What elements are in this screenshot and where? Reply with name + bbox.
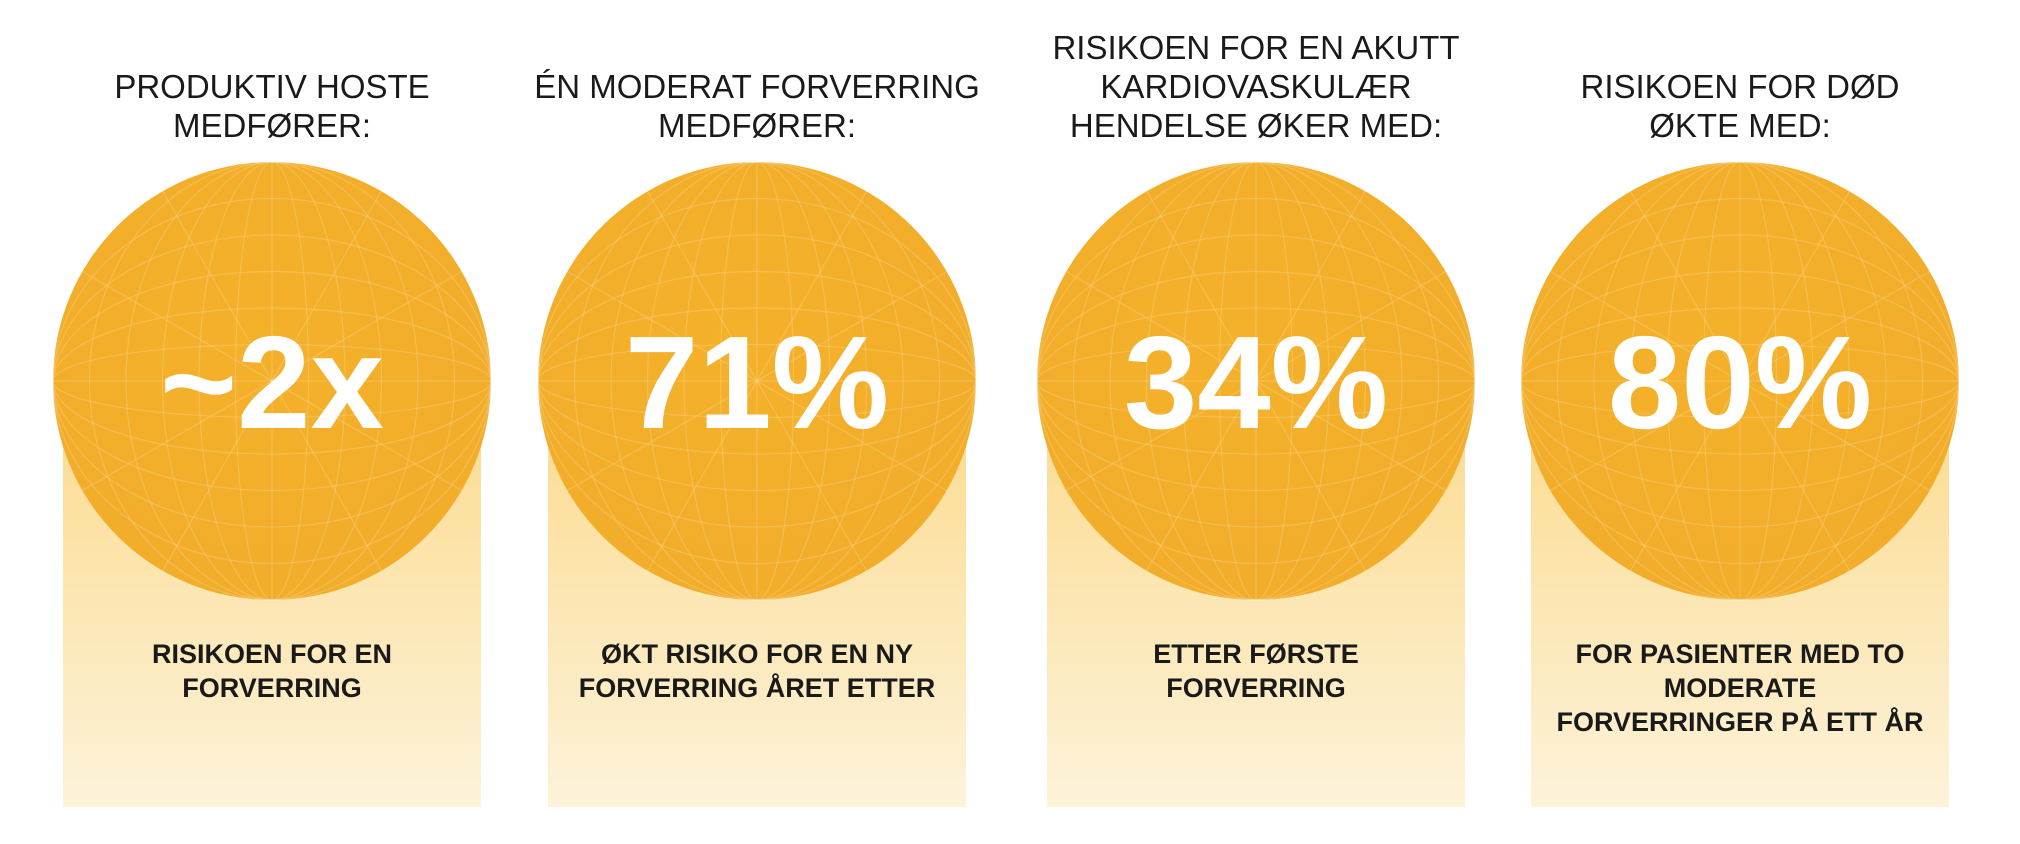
card-header: MEDFØRER: — [658, 107, 856, 144]
card: RISIKOEN FOR EN AKUTTKARDIOVASKULÆRHENDE… — [1036, 29, 1476, 807]
card-header: KARDIOVASKULÆR — [1100, 68, 1411, 105]
parallel — [537, 343, 977, 419]
chord — [567, 270, 947, 492]
parallel — [1036, 234, 1476, 528]
card-caption: FOR PASIENTER MED TO — [1575, 639, 1904, 669]
parallel — [1036, 197, 1476, 565]
parallel — [537, 270, 977, 492]
sphere-pattern — [1520, 161, 1960, 601]
card-caption: MODERATE — [1664, 673, 1817, 703]
meridian — [683, 161, 831, 601]
meridian — [573, 161, 941, 601]
chord — [646, 191, 868, 571]
meridian — [1182, 161, 1330, 601]
parallel — [1036, 307, 1476, 455]
meridian — [1556, 161, 1924, 601]
parallel — [537, 307, 977, 455]
meridian — [1593, 161, 1887, 601]
parallel — [1520, 234, 1960, 528]
parallel — [52, 197, 492, 565]
card-value: 80% — [1608, 309, 1872, 456]
chord — [1066, 270, 1446, 492]
card-header: HENDELSE ØKER MED: — [1070, 107, 1442, 144]
meridian — [1145, 161, 1367, 601]
card-header: PRODUKTIV HOSTE — [114, 68, 429, 105]
card-value: 71% — [625, 309, 889, 456]
parallel — [1520, 197, 1960, 565]
card-caption: FORVERRING — [182, 673, 362, 703]
meridian — [1109, 161, 1403, 601]
chord — [1145, 191, 1367, 571]
chord — [1145, 191, 1367, 571]
card-header: ØKTE MED: — [1649, 107, 1831, 144]
meridian — [1218, 161, 1294, 601]
sphere — [53, 162, 491, 600]
meridian — [198, 161, 346, 601]
card-caption: FORVERRING — [1166, 673, 1346, 703]
meridian — [646, 161, 868, 601]
parallel — [1520, 307, 1960, 455]
meridian — [234, 161, 310, 601]
chord — [1629, 191, 1851, 571]
card-caption: RISIKOEN FOR EN — [152, 639, 392, 669]
sphere-pattern — [52, 161, 492, 601]
card-header: RISIKOEN FOR DØD — [1580, 68, 1899, 105]
meridian — [1702, 161, 1778, 601]
parallel — [1036, 343, 1476, 419]
card-caption: FORVERRING ÅRET ETTER — [579, 672, 936, 703]
chord — [1629, 191, 1851, 571]
card-caption: FORVERRINGER PÅ ETT ÅR — [1556, 706, 1923, 737]
chord — [161, 191, 383, 571]
chord — [82, 270, 462, 492]
parallel — [1520, 270, 1960, 492]
card-header: MEDFØRER: — [173, 107, 371, 144]
meridian — [88, 161, 456, 601]
card-header: RISIKOEN FOR EN AKUTT — [1052, 29, 1459, 66]
sphere — [1037, 162, 1475, 600]
parallel — [537, 197, 977, 565]
chord — [1550, 270, 1930, 492]
meridian — [719, 161, 795, 601]
chord — [161, 191, 383, 571]
meridian — [1666, 161, 1814, 601]
sphere-pattern — [1036, 161, 1476, 601]
meridian — [1629, 161, 1851, 601]
meridian — [1072, 161, 1440, 601]
card-caption: ETTER FØRSTE — [1153, 639, 1359, 669]
sphere — [538, 162, 976, 600]
parallel — [537, 234, 977, 528]
parallel — [1520, 343, 1960, 419]
meridian — [610, 161, 904, 601]
chord — [567, 270, 947, 492]
meridian — [161, 161, 383, 601]
chord — [82, 270, 462, 492]
chord — [646, 191, 868, 571]
card-value: 34% — [1124, 309, 1388, 456]
sphere — [1521, 162, 1959, 600]
parallel — [52, 234, 492, 528]
parallel — [52, 270, 492, 492]
parallel — [1036, 270, 1476, 492]
card-header: ÉN MODERAT FORVERRING — [534, 68, 980, 105]
sphere-pattern — [537, 161, 977, 601]
parallel — [52, 307, 492, 455]
parallel — [52, 343, 492, 419]
chord — [1066, 270, 1446, 492]
card-value: ~2x — [160, 309, 384, 456]
card-caption: ØKT RISIKO FOR EN NY — [601, 639, 913, 669]
meridian — [125, 161, 419, 601]
chord — [1550, 270, 1930, 492]
